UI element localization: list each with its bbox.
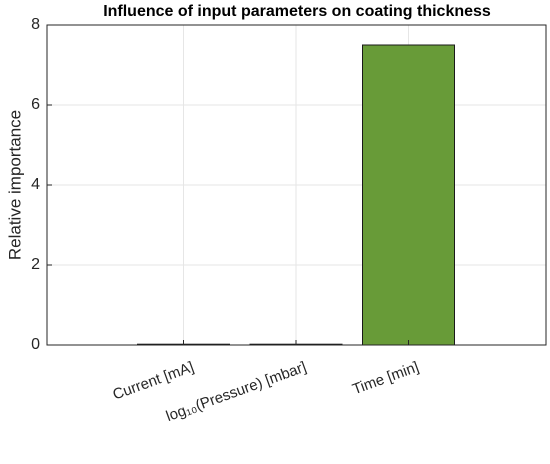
y-tick-label: 4 [31,176,40,193]
x-tick-label: Current [mA] [111,359,197,404]
x-tick-label: Time [min] [350,359,421,399]
y-tick-label: 2 [31,256,40,273]
y-tick-label: 6 [31,96,40,113]
y-tick-label: 8 [31,16,40,33]
bar [362,44,455,346]
y-tick-label: 0 [31,336,40,353]
chart-title: Influence of input parameters on coating… [103,3,491,20]
y-axis-label: Relative importance [5,110,24,260]
